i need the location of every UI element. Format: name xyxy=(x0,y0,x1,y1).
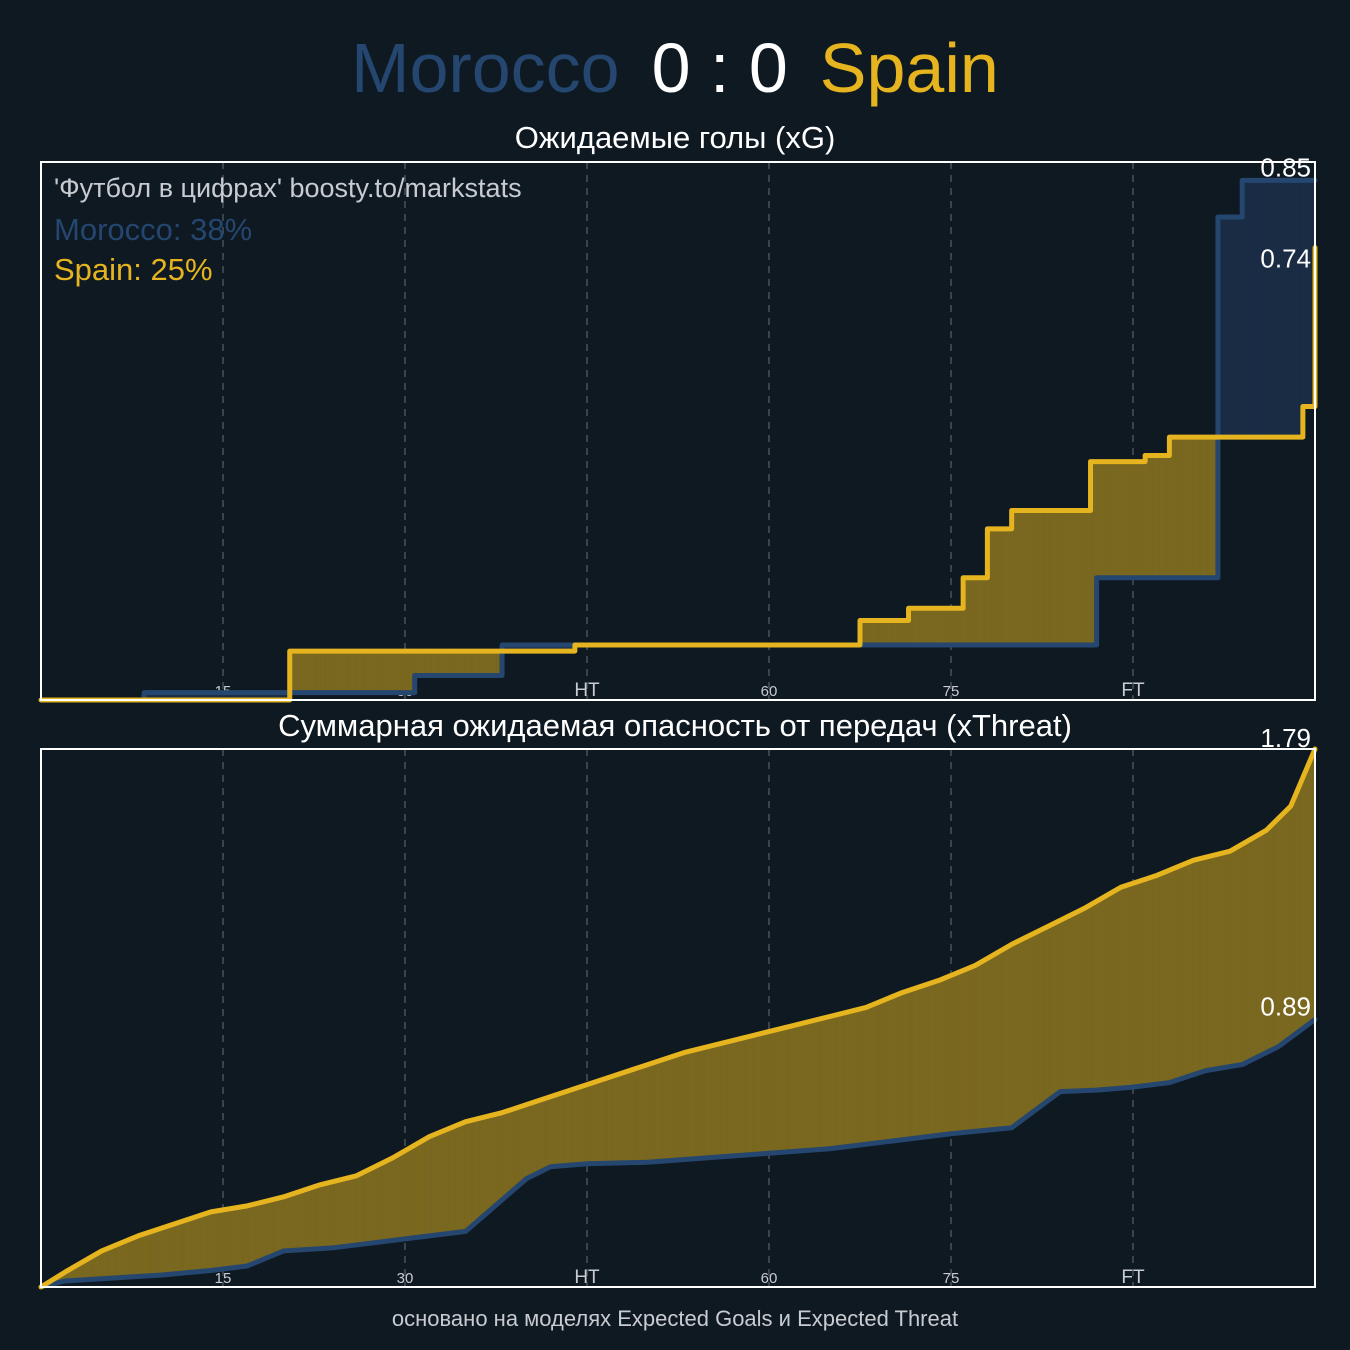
away-end-value-label: 0.74 xyxy=(1260,244,1311,274)
credit-text: 'Футбол в цифрах' boosty.to/markstats xyxy=(54,173,522,203)
footer-note: основано на моделях Expected Goals и Exp… xyxy=(391,1306,959,1331)
away-end-value-label: 1.79 xyxy=(1260,723,1311,753)
x-tick-label: 30 xyxy=(397,1270,414,1287)
home-team-name: Morocco xyxy=(351,29,620,107)
away-team-name: Spain xyxy=(819,29,999,107)
series-line-away xyxy=(38,245,1318,703)
x-tick-label: 60 xyxy=(761,1270,778,1287)
series-line-home xyxy=(38,1017,1318,1290)
match-score: 0 : 0 xyxy=(651,29,788,107)
x-tick-label: FT xyxy=(1121,1267,1145,1288)
x-tick-label: HT xyxy=(574,680,600,701)
away-possession-label: Spain: 25% xyxy=(54,252,213,287)
xg-chart-title: Ожидаемые голы (xG) xyxy=(514,120,836,155)
x-tick-label: 15 xyxy=(215,1270,232,1287)
home-end-value-label: 0.89 xyxy=(1260,992,1311,1022)
x-tick-label: 60 xyxy=(761,683,778,700)
x-tick-label: 75 xyxy=(943,683,960,700)
chart-frame xyxy=(40,748,1316,1288)
chart-1: 15 30 HT 60 75 FT 0.89 1.79 xyxy=(38,723,1318,1290)
x-tick-label: 75 xyxy=(943,1270,960,1287)
home-possession-label: Morocco: 38% xyxy=(54,212,252,247)
home-end-value-label: 0.85 xyxy=(1260,152,1311,182)
chart-frame xyxy=(40,161,1316,701)
xt-chart-title: Суммарная ожидаемая опасность от передач… xyxy=(278,708,1072,743)
series-line-home xyxy=(38,177,1318,703)
x-tick-label: HT xyxy=(574,1267,600,1288)
series-line-away xyxy=(38,746,1318,1290)
match-header: Morocco 0 : 0 Spain xyxy=(0,28,1350,118)
x-tick-label: FT xyxy=(1121,680,1145,701)
